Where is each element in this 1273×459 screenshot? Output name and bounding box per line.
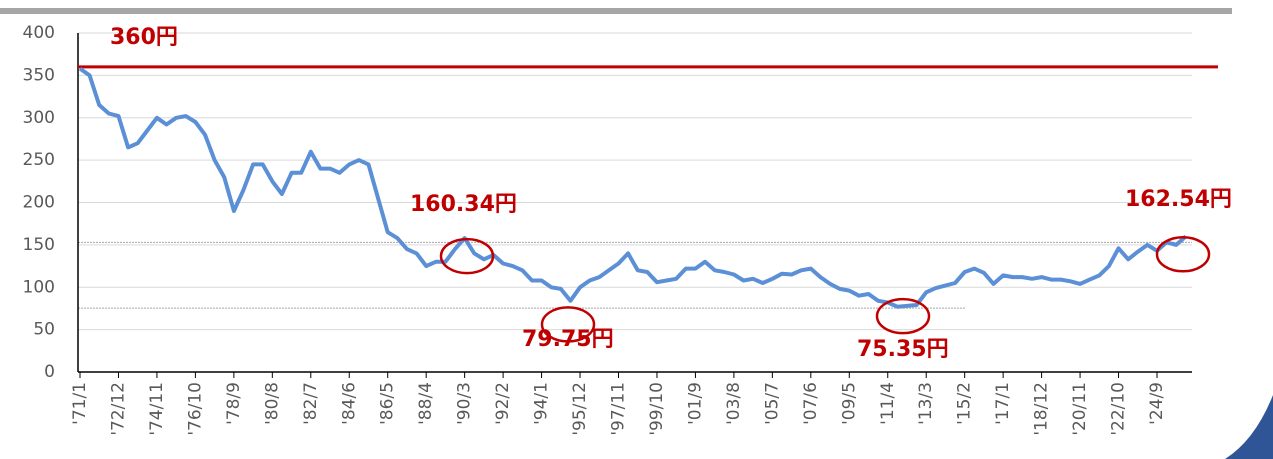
annotation-label: 160.34円: [410, 192, 517, 217]
series-line: [78, 66, 1188, 309]
x-tick-label: '78/9: [224, 382, 244, 425]
corner-decoration: [1225, 395, 1273, 459]
x-tick-label: '22/10: [1109, 382, 1129, 436]
x-tick-label: '84/6: [339, 382, 359, 425]
x-tick-label: '95/12: [570, 382, 590, 436]
y-tick-label: 50: [33, 320, 55, 340]
x-tick-label: '01/9: [685, 382, 705, 425]
annotation-circle: [875, 297, 931, 335]
x-tick-label: '99/10: [647, 382, 667, 436]
x-tick-label: '15/2: [955, 382, 975, 425]
x-tick-label: '92/2: [493, 382, 513, 425]
x-tick-label: '09/5: [839, 382, 859, 425]
x-tick-label: '03/8: [724, 382, 744, 425]
x-tick-label: '20/11: [1070, 382, 1090, 436]
y-tick-label: 150: [23, 235, 55, 255]
annotation-circle: [439, 237, 495, 275]
x-tick-label: '94/1: [532, 382, 552, 425]
x-tick-label: '82/7: [301, 382, 321, 425]
x-tick-label: '74/11: [147, 382, 167, 436]
x-tick-label: '13/3: [916, 382, 936, 425]
x-tick-label: '88/4: [416, 382, 436, 425]
y-tick-label: 100: [23, 277, 55, 297]
x-tick-label: '76/10: [185, 382, 205, 436]
x-tick-label: '90/3: [455, 382, 475, 425]
x-tick-label: '05/7: [762, 382, 782, 425]
x-tick-label: '07/6: [801, 382, 821, 425]
annotation-circle: [540, 306, 596, 343]
top-bar: [0, 8, 1232, 14]
x-tick-label: '72/12: [108, 382, 128, 436]
x-tick-label: '86/5: [378, 382, 398, 425]
x-tick-label: '11/4: [878, 382, 898, 425]
x-tick-label: '71/1: [70, 382, 90, 425]
x-tick-label: '80/8: [262, 382, 282, 425]
annotation-label: 162.54円: [1125, 187, 1232, 212]
y-tick-label: 250: [23, 150, 55, 170]
hline-label: 360円: [110, 25, 178, 50]
annotation-label: 75.35円: [857, 337, 949, 362]
x-tick-label: '17/1: [993, 382, 1013, 425]
y-tick-label: 300: [23, 108, 55, 128]
x-tick-label: '97/11: [609, 382, 629, 436]
x-tick-label: '24/9: [1147, 382, 1167, 425]
y-tick-label: 0: [44, 362, 55, 382]
x-tick-label: '18/12: [1032, 382, 1052, 436]
annotation-label: 79.75円: [522, 327, 614, 352]
y-tick-label: 200: [23, 193, 55, 213]
annotation-circle: [1155, 235, 1211, 273]
y-tick-label: 350: [23, 65, 55, 85]
y-tick-label: 400: [23, 23, 55, 43]
